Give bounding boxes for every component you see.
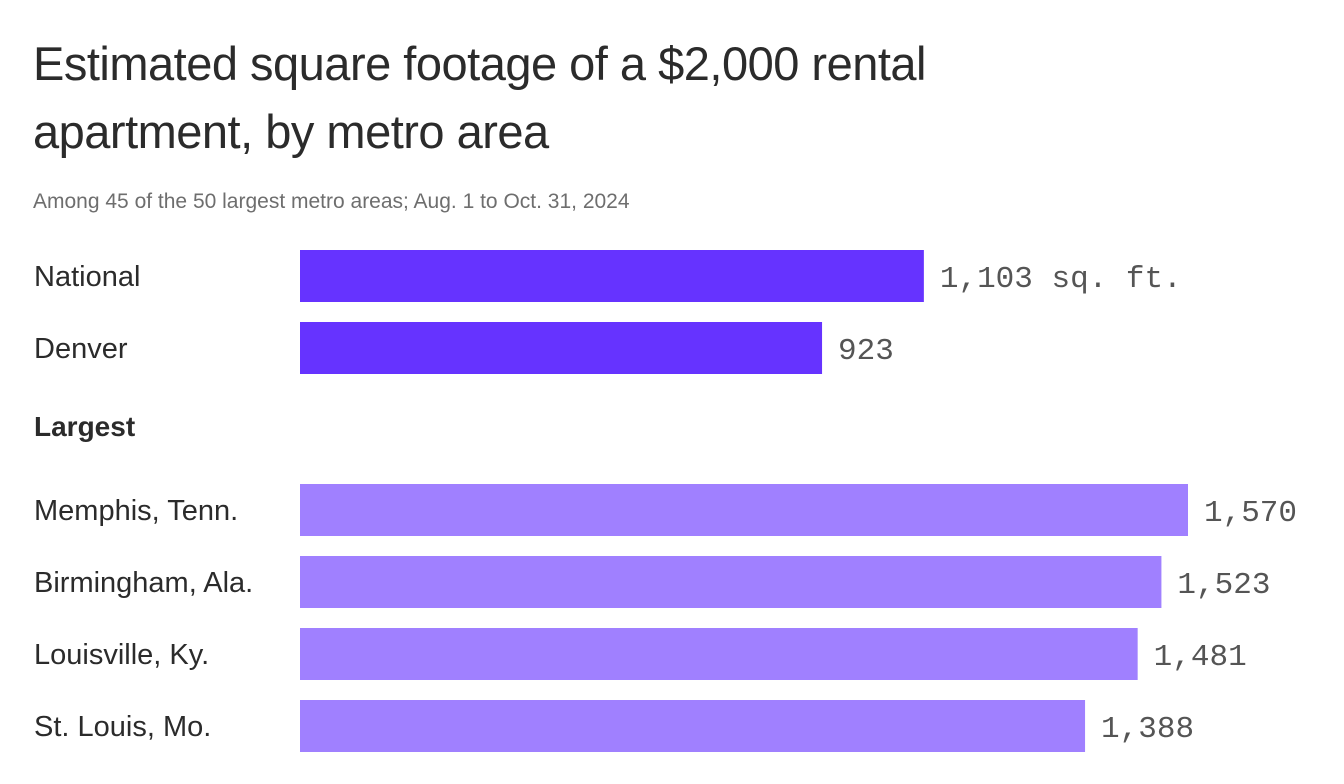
value-label: 1,388	[1101, 712, 1194, 747]
category-label: St. Louis, Mo.	[34, 711, 211, 743]
value-label: 1,570	[1204, 496, 1297, 531]
category-label: Memphis, Tenn.	[34, 495, 238, 527]
category-label: Louisville, Ky.	[34, 639, 209, 671]
bar	[300, 484, 1188, 536]
value-label: 1,481	[1154, 640, 1247, 675]
value-label: 1,523	[1177, 568, 1270, 603]
bar	[300, 322, 823, 374]
bar	[300, 700, 1086, 752]
bar	[300, 628, 1138, 680]
bar	[300, 250, 924, 302]
chart-title: Estimated square footage of a $2,000 ren…	[33, 37, 927, 158]
value-label: 1,103 sq. ft.	[940, 262, 1182, 297]
bar	[300, 556, 1162, 608]
chart-subtitle: Among 45 of the 50 largest metro areas; …	[33, 190, 630, 213]
category-label: National	[34, 261, 140, 293]
category-label: Birmingham, Ala.	[34, 567, 253, 599]
value-label: 923	[838, 334, 894, 369]
group-label: Largest	[34, 411, 135, 442]
category-label: Denver	[34, 333, 128, 365]
